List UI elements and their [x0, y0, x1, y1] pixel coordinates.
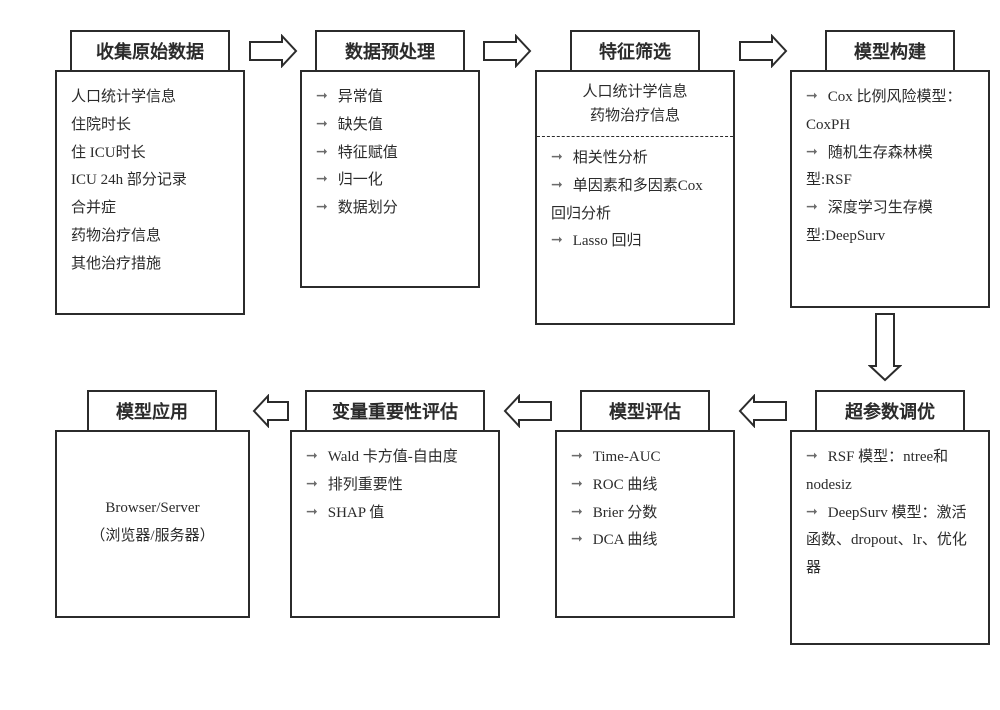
stage-title: 模型应用 — [87, 390, 217, 432]
list-item: Lasso 回归 — [551, 228, 719, 256]
stage-s6: 模型评估 Time-AUCROC 曲线Brier 分数DCA 曲线 — [555, 390, 735, 618]
list-item: Cox 比例风险模型：CoxPH — [806, 84, 974, 140]
list-item: 其他治疗措施 — [71, 251, 229, 279]
stage-title: 收集原始数据 — [70, 30, 230, 72]
list-item: 药物治疗信息 — [71, 223, 229, 251]
list-item: 相关性分析 — [551, 145, 719, 173]
flow-arrow — [252, 394, 290, 428]
stage-s7: 变量重要性评估 Wald 卡方值-自由度排列重要性SHAP 值 — [290, 390, 500, 618]
flow-arrow — [868, 312, 902, 382]
list-item: Wald 卡方值-自由度 — [306, 444, 484, 472]
list-item: ROC 曲线 — [571, 472, 719, 500]
list-item: 缺失值 — [316, 112, 464, 140]
stage-list: Time-AUCROC 曲线Brier 分数DCA 曲线 — [571, 444, 719, 555]
flow-arrow — [248, 34, 298, 68]
stage-title: 变量重要性评估 — [305, 390, 485, 432]
stage-s8: 模型应用 Browser/Server （浏览器/服务器） — [55, 390, 250, 618]
stage-s2: 数据预处理异常值缺失值特征赋值归一化数据划分 — [300, 30, 480, 288]
stage-body: 人口统计学信息药物治疗信息相关性分析单因素和多因素Cox 回归分析Lasso 回… — [535, 70, 735, 325]
stage-subheader: 人口统计学信息药物治疗信息 — [537, 80, 733, 137]
subheader-line: 药物治疗信息 — [537, 104, 733, 128]
list-item: 数据划分 — [316, 195, 464, 223]
stage-title: 特征筛选 — [570, 30, 700, 72]
list-item: 特征赋值 — [316, 140, 464, 168]
list-item: RSF 模型：ntree和 nodesiz — [806, 444, 974, 500]
list-item: 合并症 — [71, 195, 229, 223]
stage-list: 人口统计学信息住院时长住 ICU时长ICU 24h 部分记录合并症药物治疗信息其… — [71, 84, 229, 278]
stage-title: 模型构建 — [825, 30, 955, 72]
list-item: 归一化 — [316, 167, 464, 195]
flow-arrow — [738, 394, 788, 428]
stage-title: 超参数调优 — [815, 390, 965, 432]
flow-arrow — [503, 394, 553, 428]
stage-list: RSF 模型：ntree和 nodesizDeepSurv 模型：激活函数、dr… — [806, 444, 974, 583]
stage-body: Wald 卡方值-自由度排列重要性SHAP 值 — [290, 430, 500, 618]
stage-list: Cox 比例风险模型：CoxPH随机生存森林模型:RSF深度学习生存模型:Dee… — [806, 84, 974, 251]
subheader-line: 人口统计学信息 — [537, 80, 733, 104]
stage-body: Time-AUCROC 曲线Brier 分数DCA 曲线 — [555, 430, 735, 618]
stage-body: RSF 模型：ntree和 nodesizDeepSurv 模型：激活函数、dr… — [790, 430, 990, 645]
list-item: 异常值 — [316, 84, 464, 112]
stage-body: 人口统计学信息住院时长住 ICU时长ICU 24h 部分记录合并症药物治疗信息其… — [55, 70, 245, 315]
list-item: 人口统计学信息 — [71, 84, 229, 112]
flowchart-canvas: 收集原始数据人口统计学信息住院时长住 ICU时长ICU 24h 部分记录合并症药… — [20, 20, 1000, 690]
list-item: 深度学习生存模型:DeepSurv — [806, 195, 974, 251]
list-item: Time-AUC — [571, 444, 719, 472]
flow-arrow — [482, 34, 532, 68]
stage-s4: 模型构建 Cox 比例风险模型：CoxPH随机生存森林模型:RSF深度学习生存模型… — [790, 30, 990, 308]
stage-title: 数据预处理 — [315, 30, 465, 72]
stage-single-text: Browser/Server （浏览器/服务器） — [90, 495, 214, 551]
stage-list: Wald 卡方值-自由度排列重要性SHAP 值 — [306, 444, 484, 527]
stage-s3: 特征筛选人口统计学信息药物治疗信息相关性分析单因素和多因素Cox 回归分析Las… — [535, 30, 735, 325]
list-item: SHAP 值 — [306, 500, 484, 528]
stage-s1: 收集原始数据人口统计学信息住院时长住 ICU时长ICU 24h 部分记录合并症药… — [55, 30, 245, 315]
stage-list: 相关性分析单因素和多因素Cox 回归分析Lasso 回归 — [551, 145, 719, 256]
list-item: 住院时长 — [71, 112, 229, 140]
list-item: DeepSurv 模型：激活函数、dropout、lr、优化器 — [806, 500, 974, 583]
list-item: 随机生存森林模型:RSF — [806, 140, 974, 196]
stage-body: Cox 比例风险模型：CoxPH随机生存森林模型:RSF深度学习生存模型:Dee… — [790, 70, 990, 308]
list-item: 排列重要性 — [306, 472, 484, 500]
list-item: ICU 24h 部分记录 — [71, 167, 229, 195]
stage-list: 异常值缺失值特征赋值归一化数据划分 — [316, 84, 464, 223]
list-item: Brier 分数 — [571, 500, 719, 528]
flow-arrow — [738, 34, 788, 68]
list-item: 单因素和多因素Cox 回归分析 — [551, 173, 719, 229]
stage-title: 模型评估 — [580, 390, 710, 432]
list-item: DCA 曲线 — [571, 527, 719, 555]
list-item: 住 ICU时长 — [71, 140, 229, 168]
stage-body: Browser/Server （浏览器/服务器） — [55, 430, 250, 618]
stage-s5: 超参数调优 RSF 模型：ntree和 nodesizDeepSurv 模型：激活… — [790, 390, 990, 645]
stage-body: 异常值缺失值特征赋值归一化数据划分 — [300, 70, 480, 288]
